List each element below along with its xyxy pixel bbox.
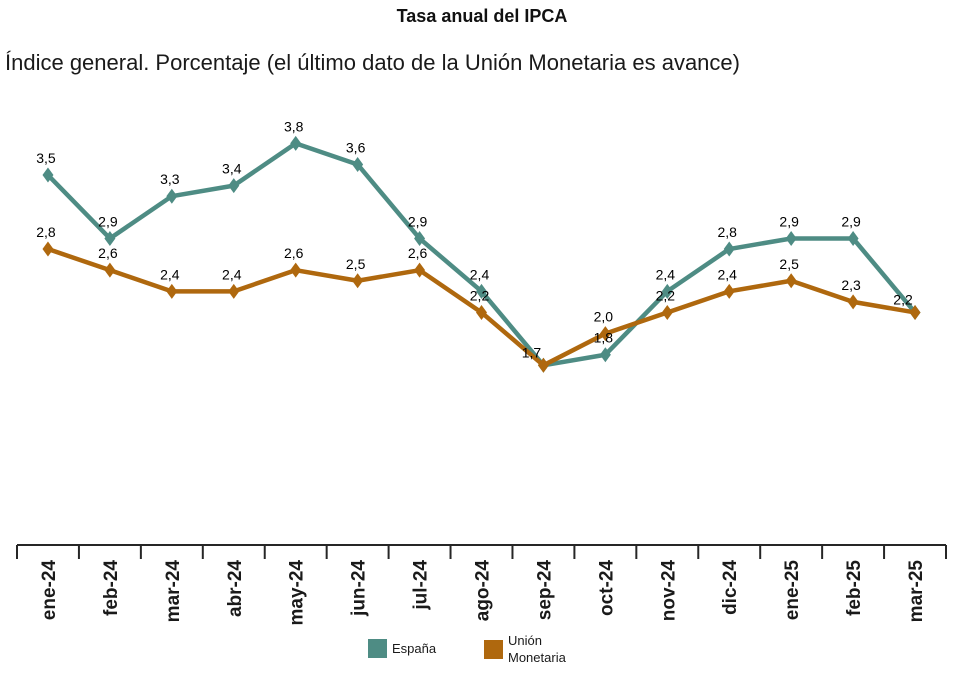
data-point-marker: [228, 178, 240, 194]
data-point-marker: [42, 241, 54, 257]
data-point-label: 1,7: [522, 344, 542, 360]
data-point-marker: [847, 294, 859, 310]
data-point-label: 2,9: [841, 213, 861, 229]
data-point-label: 2,4: [160, 266, 180, 282]
data-point-label: 2,6: [408, 245, 428, 261]
x-axis-label: may-24: [287, 560, 308, 626]
espana-legend-swatch-icon: [368, 639, 387, 658]
data-point-marker: [414, 262, 426, 278]
data-point-marker: [661, 283, 673, 299]
x-axis-label: ago-24: [473, 560, 494, 622]
data-point-label: 3,6: [346, 139, 366, 155]
data-point-label: 2,4: [717, 266, 737, 282]
legend-item-union-monetaria: Unión Monetaria: [484, 632, 576, 666]
data-point-label: 2,5: [779, 256, 799, 272]
data-point-label: 3,4: [222, 161, 242, 177]
data-point-marker: [104, 230, 116, 246]
data-point-label: 2,6: [284, 245, 304, 261]
data-point-marker: [352, 156, 364, 172]
data-point-label: 2,5: [346, 256, 366, 272]
data-point-marker: [723, 283, 735, 299]
union-monetaria-legend-swatch-icon: [484, 639, 503, 659]
data-point-marker: [785, 230, 797, 246]
data-point-marker: [228, 283, 240, 299]
data-point-label: 2,4: [222, 266, 242, 282]
data-point-marker: [599, 347, 611, 363]
data-point-marker: [909, 304, 921, 320]
data-point-label: 2,3: [841, 277, 861, 293]
espana-legend-label: España: [392, 641, 437, 656]
data-point-label: 2,2: [656, 287, 676, 303]
x-axis-label: nov-24: [658, 560, 679, 622]
legend-item-espana: España: [368, 639, 436, 658]
data-point-marker: [104, 262, 116, 278]
x-axis-label: abr-24: [225, 560, 246, 617]
union-monetaria-legend-label: Unión Monetaria: [508, 633, 566, 665]
data-point-marker: [847, 230, 859, 246]
data-point-label: 2,9: [779, 213, 799, 229]
data-point-marker: [785, 273, 797, 289]
x-axis-label: sep-24: [534, 560, 555, 621]
data-point-marker: [476, 304, 487, 320]
data-point-label: 3,8: [284, 118, 304, 134]
data-point-label: 2,8: [717, 224, 737, 240]
data-point-marker: [290, 135, 302, 151]
x-axis-label: ene-24: [39, 560, 60, 621]
x-axis-label: dic-24: [720, 560, 741, 615]
x-axis-label: mar-24: [163, 560, 184, 623]
chart-subtitle: Índice general. Porcentaje (el último da…: [5, 50, 740, 75]
x-axis-label: feb-24: [101, 560, 122, 616]
x-axis-label: feb-25: [844, 560, 865, 616]
chart-title: Tasa anual del IPCA: [396, 6, 568, 26]
data-point-label: 2,2: [470, 287, 490, 303]
x-axis-label: ene-25: [782, 560, 803, 621]
data-point-marker: [166, 188, 178, 204]
data-point-marker: [352, 273, 364, 289]
data-point-label: 3,5: [36, 150, 56, 166]
data-point-marker: [42, 167, 54, 183]
data-point-label: 1,8: [594, 330, 614, 346]
data-point-marker: [414, 230, 426, 246]
data-point-label: 2,9: [98, 213, 118, 229]
data-point-marker: [290, 262, 302, 278]
data-point-marker: [537, 357, 549, 373]
data-point-label: 2,8: [36, 224, 56, 240]
data-point-label: 2,9: [408, 213, 428, 229]
data-point-marker: [723, 241, 735, 257]
x-axis-label: oct-24: [596, 560, 617, 616]
data-point-label: 3,3: [160, 171, 180, 187]
data-point-label: 2,4: [656, 266, 676, 282]
data-point-marker: [599, 326, 611, 342]
data-point-marker: [166, 283, 178, 299]
data-point-label: 2,4: [470, 266, 490, 282]
data-point-marker: [661, 304, 673, 320]
x-axis-label: jul-24: [411, 560, 432, 611]
data-point-label: 2,2: [893, 291, 913, 307]
data-point-label: 2,0: [594, 309, 614, 325]
data-point-label: 2,6: [98, 245, 118, 261]
x-axis-label: mar-25: [906, 560, 927, 623]
x-axis-label: jun-24: [349, 560, 370, 617]
data-point-marker: [476, 283, 487, 299]
